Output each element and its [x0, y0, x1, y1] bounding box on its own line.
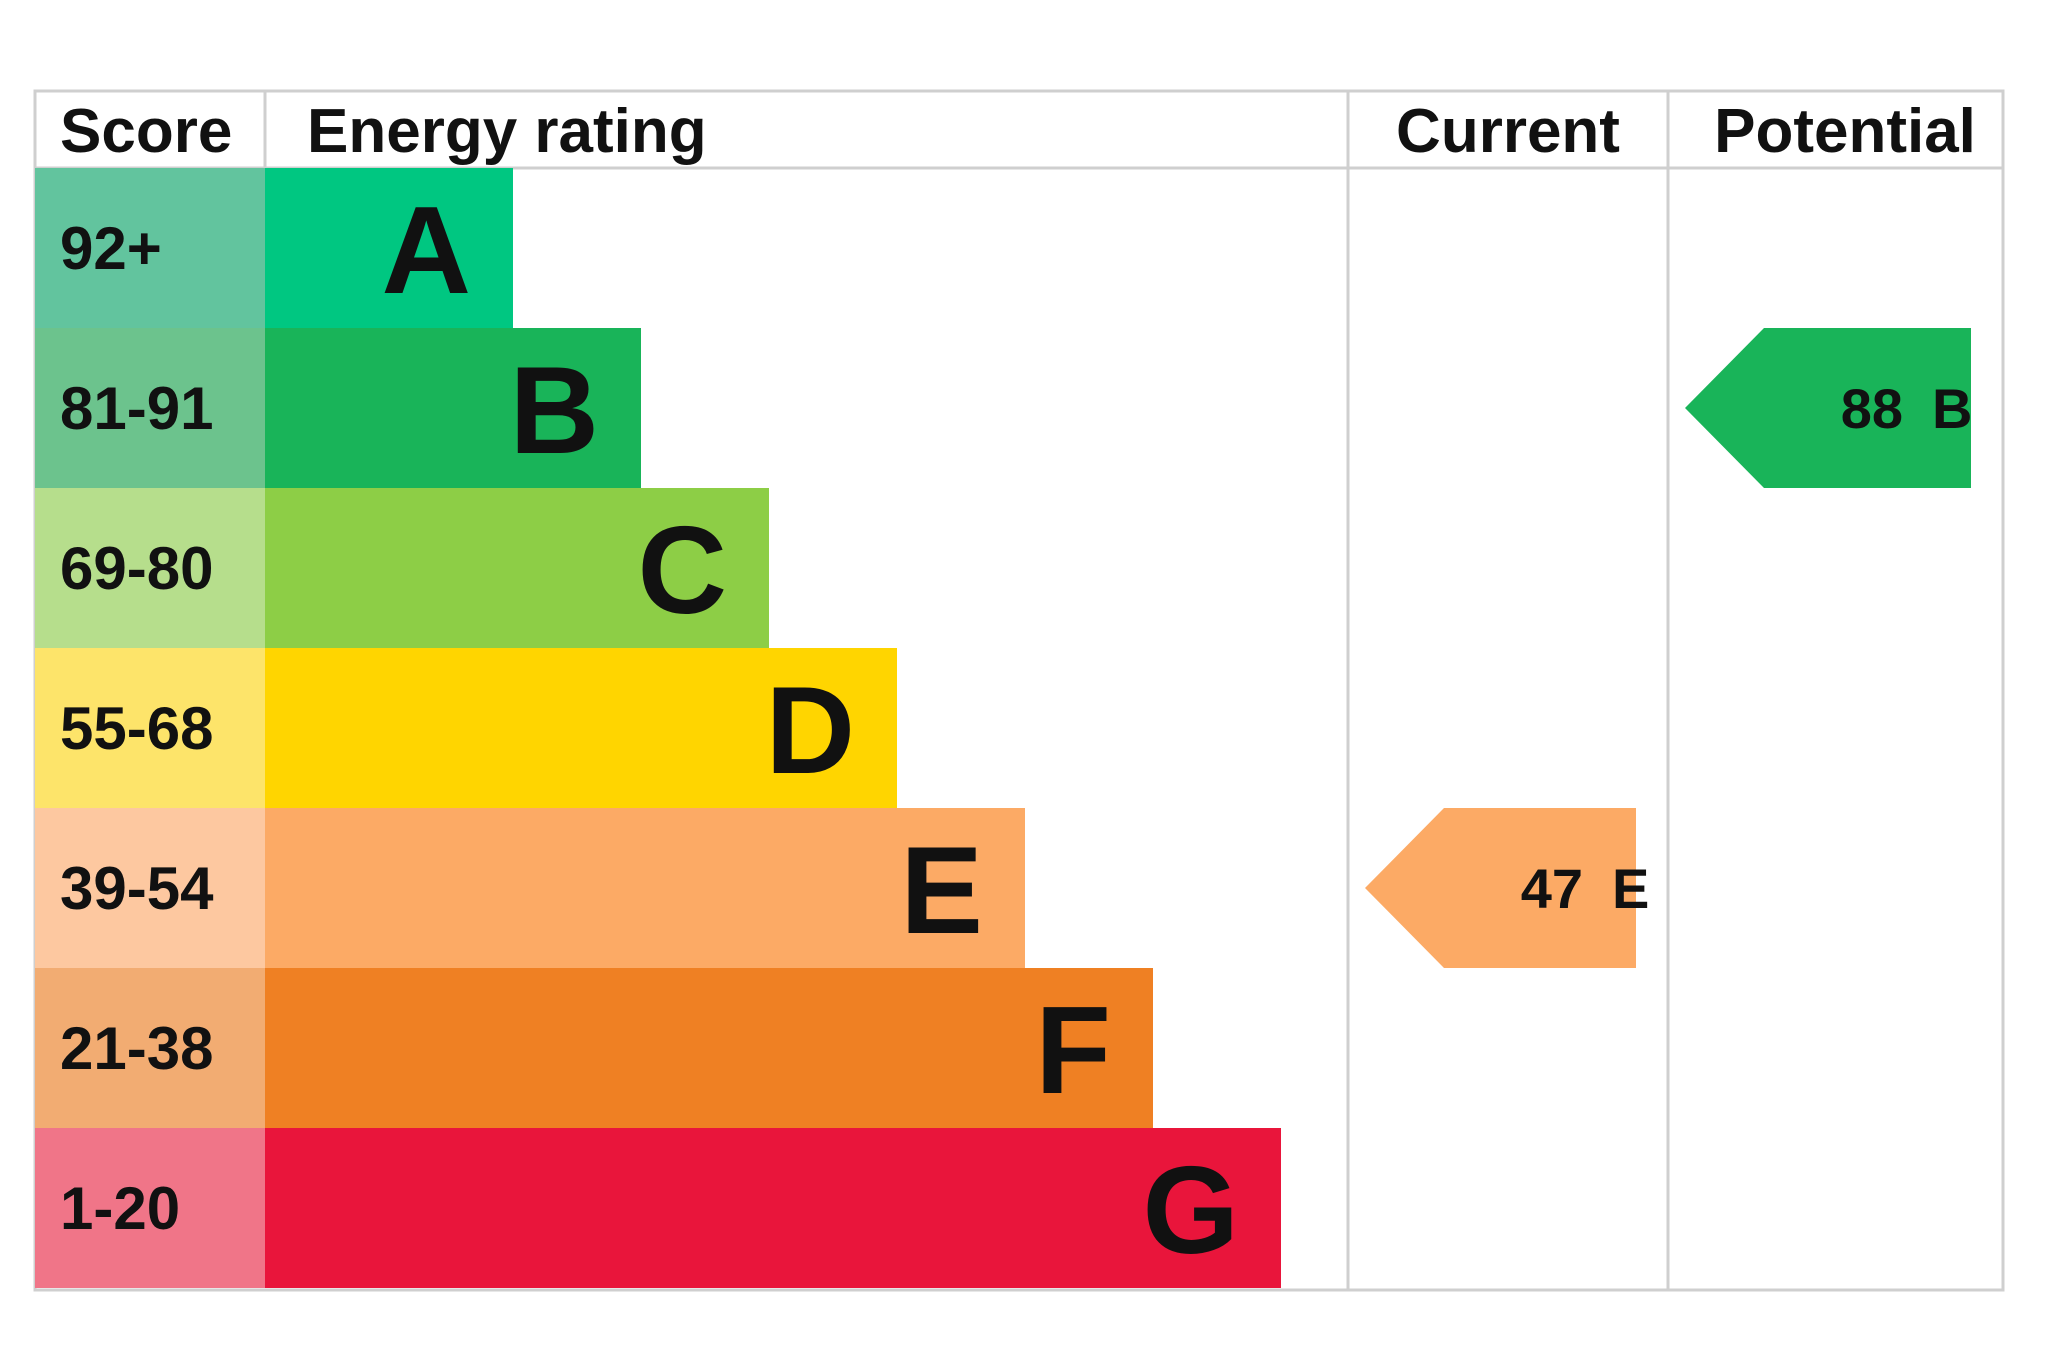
- current-rating-letter: E: [1612, 857, 1649, 920]
- score-label-a: 92+: [60, 215, 162, 282]
- band-bar-a: [265, 168, 513, 328]
- potential-arrow: [1685, 328, 1971, 488]
- band-bar-f: [265, 968, 1153, 1128]
- score-cell-b: [35, 328, 265, 488]
- score-cell-f: [35, 968, 265, 1128]
- score-label-b: 81-91: [60, 375, 213, 442]
- rating-bands: 92+ A 81-91 B 69-80 C 55-68 D 39-54 E 21-38 F 1-20 G: [35, 168, 1281, 1288]
- score-cell-e: [35, 808, 265, 968]
- score-cell-g: [35, 1128, 265, 1288]
- score-cell-d: [35, 648, 265, 808]
- band-bar-e: [265, 808, 1025, 968]
- score-cell-c: [35, 488, 265, 648]
- band-bar-b: [265, 328, 641, 488]
- band-bar-c: [265, 488, 769, 648]
- band-letter-b: B: [509, 342, 599, 480]
- header-score: Score: [60, 97, 232, 166]
- rating-indicators: 47 E 88 B: [1365, 328, 1972, 968]
- potential-rating-letter: B: [1932, 377, 1972, 440]
- current-score-value: 47: [1521, 857, 1583, 920]
- band-bar-d: [265, 648, 897, 808]
- band-bar-g: [265, 1128, 1281, 1288]
- score-label-c: 69-80: [60, 535, 213, 602]
- score-label-e: 39-54: [60, 855, 214, 922]
- score-label-d: 55-68: [60, 695, 213, 762]
- header-energy-rating: Energy rating: [307, 97, 707, 166]
- band-letter-f: F: [1035, 982, 1111, 1120]
- band-letter-c: C: [637, 502, 727, 640]
- potential-score-value: 88: [1841, 377, 1903, 440]
- score-cell-a: [35, 168, 265, 328]
- header-potential: Potential: [1714, 97, 1976, 166]
- current-arrow: [1365, 808, 1636, 968]
- header-current: Current: [1396, 97, 1620, 166]
- band-letter-d: D: [765, 662, 855, 800]
- band-letter-e: E: [900, 822, 983, 960]
- score-label-g: 1-20: [60, 1175, 180, 1242]
- band-letter-g: G: [1143, 1142, 1239, 1280]
- score-label-f: 21-38: [60, 1015, 213, 1082]
- band-letter-a: A: [381, 182, 471, 320]
